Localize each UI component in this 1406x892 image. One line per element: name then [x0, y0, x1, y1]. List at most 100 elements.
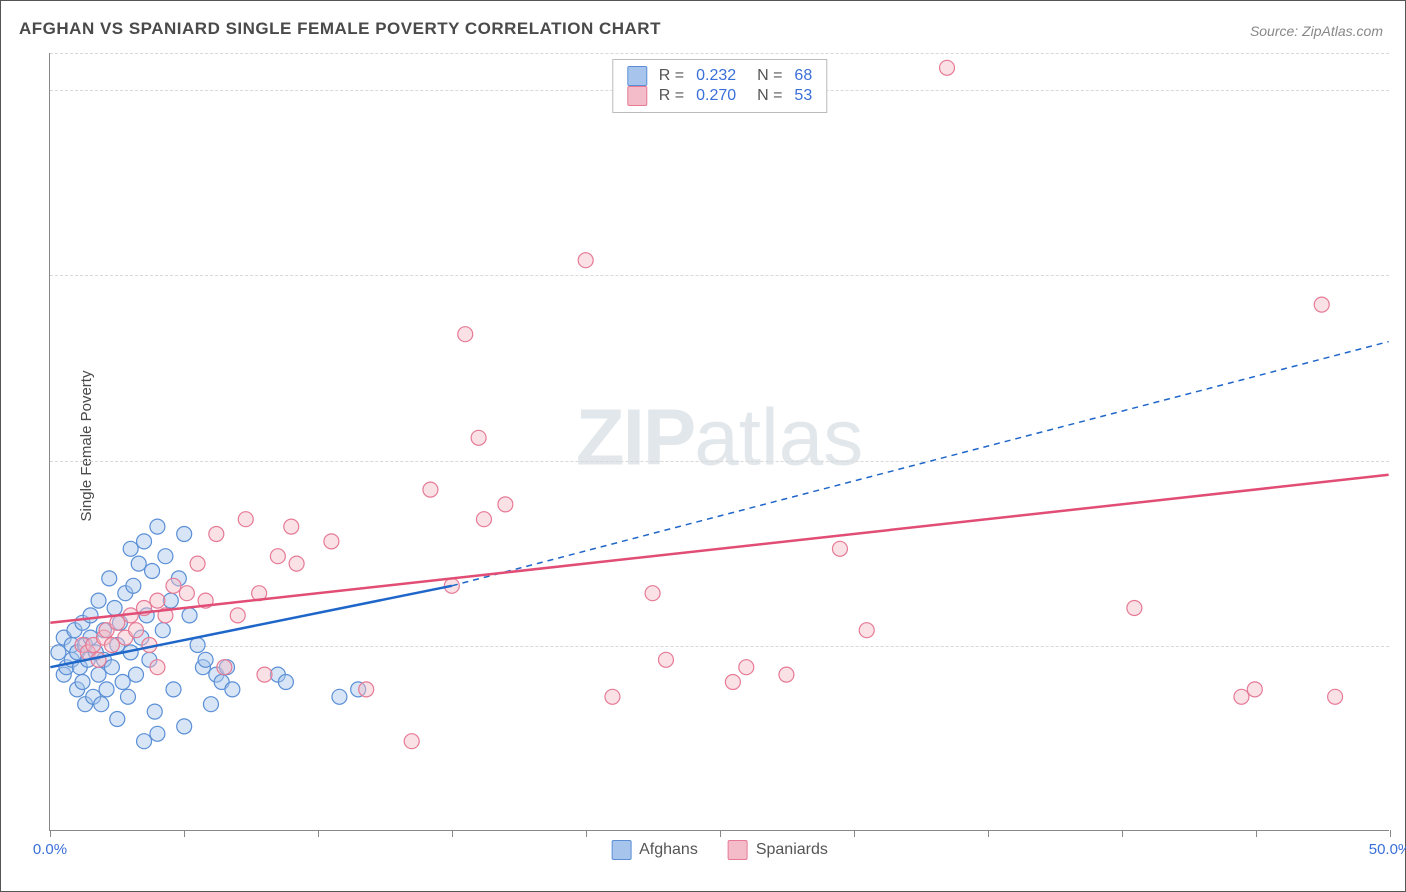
data-point [107, 601, 122, 616]
data-point [458, 327, 473, 342]
data-point [476, 512, 491, 527]
scatter-svg [50, 53, 1389, 830]
data-point [203, 697, 218, 712]
x-tick [1390, 830, 1391, 837]
data-point [126, 578, 141, 593]
data-point [332, 689, 347, 704]
data-point [278, 675, 293, 690]
data-point [270, 549, 285, 564]
legend-item: Afghans [611, 840, 698, 860]
data-point [1328, 689, 1343, 704]
legend-label: Afghans [639, 841, 698, 859]
data-point [179, 586, 194, 601]
data-point [147, 704, 162, 719]
chart-container: AFGHAN VS SPANIARD SINGLE FEMALE POVERTY… [0, 0, 1406, 892]
data-point [166, 578, 181, 593]
x-tick-label: 0.0% [33, 841, 67, 858]
data-point [324, 534, 339, 549]
series-legend: Afghans Spaniards [611, 840, 828, 860]
data-point [940, 60, 955, 75]
data-point [217, 660, 232, 675]
legend-swatch [728, 840, 748, 860]
data-point [131, 556, 146, 571]
x-tick [452, 830, 453, 837]
data-point [150, 726, 165, 741]
data-point [498, 497, 513, 512]
data-point [158, 549, 173, 564]
data-point [190, 638, 205, 653]
trend-line-dashed [452, 342, 1389, 586]
data-point [137, 534, 152, 549]
data-point [120, 689, 135, 704]
y-tick-label: 50.0% [1399, 452, 1406, 469]
data-point [91, 593, 106, 608]
data-point [91, 667, 106, 682]
data-point [129, 667, 144, 682]
data-point [645, 586, 660, 601]
data-point [155, 623, 170, 638]
data-point [177, 527, 192, 542]
y-tick-label: 75.0% [1399, 267, 1406, 284]
data-point [104, 638, 119, 653]
data-point [163, 593, 178, 608]
data-point [230, 608, 245, 623]
data-point [115, 675, 130, 690]
data-point [150, 593, 165, 608]
data-point [359, 682, 374, 697]
data-point [1127, 601, 1142, 616]
data-point [99, 682, 114, 697]
data-point [779, 667, 794, 682]
data-point [238, 512, 253, 527]
data-point [725, 675, 740, 690]
data-point [83, 608, 98, 623]
y-tick-label: 100.0% [1399, 82, 1406, 99]
trend-line [50, 475, 1388, 623]
data-point [209, 527, 224, 542]
data-point [832, 541, 847, 556]
x-tick [988, 830, 989, 837]
data-point [1247, 682, 1262, 697]
data-point [150, 519, 165, 534]
data-point [104, 660, 119, 675]
data-point [123, 541, 138, 556]
data-point [578, 253, 593, 268]
data-point [257, 667, 272, 682]
data-point [182, 608, 197, 623]
legend-swatch [611, 840, 631, 860]
data-point [137, 734, 152, 749]
data-point [471, 430, 486, 445]
data-point [658, 652, 673, 667]
legend-swatch [627, 86, 647, 106]
data-point [1314, 297, 1329, 312]
data-point [166, 682, 181, 697]
data-point [91, 652, 106, 667]
data-point [110, 615, 125, 630]
x-tick [854, 830, 855, 837]
legend-swatch [627, 66, 647, 86]
x-tick [586, 830, 587, 837]
legend-row: R =0.232 N =68 [627, 66, 812, 86]
x-tick [184, 830, 185, 837]
data-point [145, 564, 160, 579]
data-point [423, 482, 438, 497]
legend-item: Spaniards [728, 840, 828, 860]
data-point [289, 556, 304, 571]
data-point [75, 675, 90, 690]
legend-row: R =0.270 N =53 [627, 86, 812, 106]
data-point [605, 689, 620, 704]
x-tick [50, 830, 51, 837]
x-tick [720, 830, 721, 837]
data-point [190, 556, 205, 571]
data-point [284, 519, 299, 534]
data-point [51, 645, 66, 660]
data-point [129, 623, 144, 638]
data-point [404, 734, 419, 749]
plot-area: ZIPatlas 25.0%50.0%75.0%100.0% 0.0%50.0%… [49, 53, 1389, 831]
y-tick-label: 25.0% [1399, 637, 1406, 654]
data-point [1234, 689, 1249, 704]
source-label: Source: ZipAtlas.com [1250, 23, 1383, 39]
data-point [859, 623, 874, 638]
x-tick-label: 50.0% [1369, 841, 1406, 858]
data-point [102, 571, 117, 586]
x-tick [1122, 830, 1123, 837]
